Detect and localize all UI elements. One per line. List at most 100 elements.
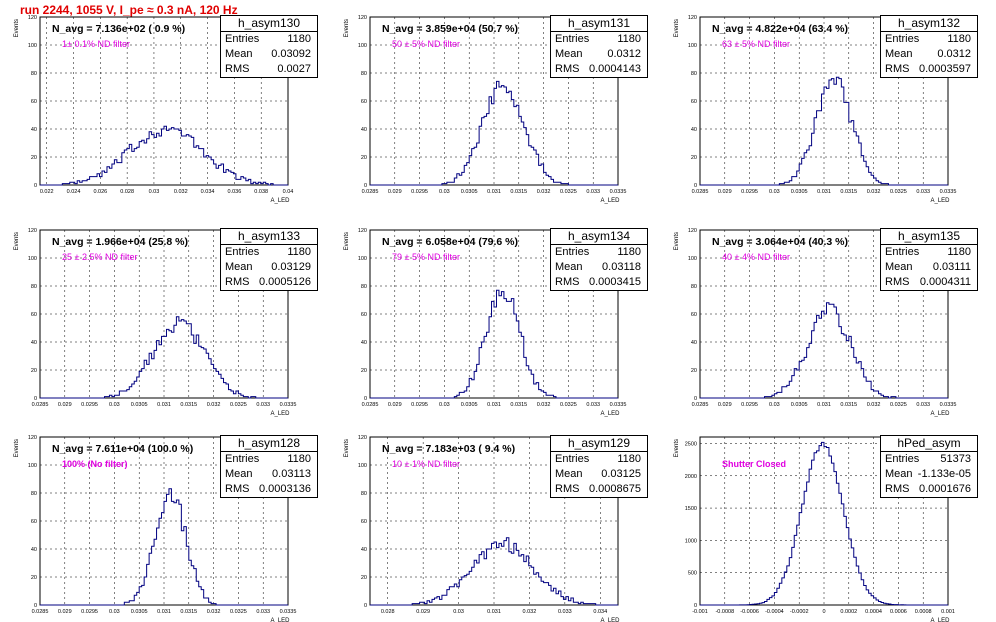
stats-key: Entries: [885, 246, 920, 258]
histogram-line: [40, 488, 288, 606]
stats-key: RMS: [555, 63, 580, 75]
histogram-name: h_asym129: [551, 436, 647, 452]
y-tick-label: 100: [358, 256, 367, 262]
x-tick-label: 0.0315: [510, 189, 527, 195]
x-tick-label: 0.03: [149, 189, 160, 195]
y-tick-label: 0: [694, 396, 697, 402]
x-tick-label: 0.0315: [840, 402, 857, 408]
y-tick-label: 40: [691, 340, 697, 346]
x-tick-label: 0.0305: [131, 609, 148, 615]
stats-value: 0.03125: [601, 468, 641, 480]
x-tick-label: 0.0335: [940, 402, 957, 408]
y-tick-label: 60: [361, 519, 367, 525]
stats-row-mean: Mean 0.03111: [881, 260, 977, 275]
stats-row-mean: Mean -1.133e-05: [881, 467, 977, 482]
filter-annotation: 50 ± 5% ND filter: [392, 39, 460, 49]
histogram-line: [40, 316, 288, 399]
stats-row-rms: RMS 0.0005126: [221, 275, 317, 290]
x-tick-label: 0.033: [916, 189, 930, 195]
stats-value: 0.03113: [272, 468, 311, 480]
y-tick-label: 120: [28, 435, 37, 441]
navg-label: N_avg = 7.611e+04 (100.0 %): [52, 443, 193, 455]
y-tick-label: 1000: [685, 538, 697, 544]
y-tick-label: 100: [688, 43, 697, 49]
y-tick-label: 500: [688, 571, 697, 577]
stats-box: h_asym134 Entries 1180 Mean 0.03118 RMS 0.0003…: [550, 228, 648, 291]
x-axis-title: A_LED: [270, 198, 290, 204]
histogram-name: h_asym128: [221, 436, 317, 452]
y-axis-title: Events: [674, 19, 680, 37]
stats-value: 0.0003415: [589, 276, 641, 288]
x-tick-label: 0.031: [487, 402, 501, 408]
x-tick-label: 0.0315: [510, 402, 527, 408]
stats-box: h_asym135 Entries 1180 Mean 0.03111 RMS 0.0004…: [880, 228, 978, 291]
filter-annotation: 100% (No filter): [62, 459, 128, 469]
stats-key: Entries: [885, 33, 920, 45]
x-tick-label: 0.024: [67, 189, 81, 195]
histogram-pad-h_asym128: 0 20 40 60 80 100 120 0.0285 0.029 0.0295 0.03 0.03…: [14, 435, 296, 622]
stats-key: RMS: [555, 276, 580, 288]
y-tick-label: 1500: [685, 506, 697, 512]
stats-key: Entries: [225, 246, 260, 258]
y-tick-label: 40: [691, 127, 697, 133]
y-tick-label: 80: [361, 491, 367, 497]
y-tick-label: 0: [364, 183, 367, 189]
y-tick-label: 80: [31, 71, 37, 77]
x-tick-label: 0.0285: [362, 189, 379, 195]
x-tick-label: 0.032: [174, 189, 188, 195]
y-tick-label: 40: [31, 127, 37, 133]
stats-key: Entries: [555, 246, 590, 258]
stats-value: 0.0001676: [919, 483, 971, 495]
x-tick-label: 0.0335: [610, 189, 627, 195]
y-tick-label: 0: [694, 183, 697, 189]
stats-row-mean: Mean 0.03113: [221, 467, 317, 482]
x-tick-label: 0.0004: [865, 609, 882, 615]
histogram-name: h_asym134: [551, 229, 647, 245]
x-tick-label: -0.0006: [740, 609, 759, 615]
stats-key: RMS: [885, 63, 910, 75]
y-tick-label: 100: [28, 43, 37, 49]
y-tick-label: 120: [28, 228, 37, 234]
x-tick-label: 0.0315: [180, 609, 197, 615]
plot-frame: [369, 436, 619, 606]
x-tick-label: 0.0305: [791, 189, 808, 195]
x-tick-label: 0.036: [227, 189, 241, 195]
x-tick-label: 0.031: [487, 609, 501, 615]
x-tick-label: 0.033: [586, 189, 600, 195]
stats-key: Mean: [885, 468, 913, 480]
stats-row-rms: RMS 0.0003415: [551, 275, 647, 290]
x-tick-label: 0.0295: [411, 402, 428, 408]
filter-annotation: Shutter Closed: [722, 459, 786, 469]
histogram-pad-h_asym134: 0 20 40 60 80 100 120 0.0285 0.029 0.0295 0.03 0.03…: [344, 228, 626, 417]
stats-key: Entries: [555, 33, 590, 45]
x-axis-title: A_LED: [600, 411, 620, 417]
stats-box: h_asym132 Entries 1180 Mean 0.0312 RMS 0.00035…: [880, 15, 978, 78]
plot-frame: [39, 436, 289, 606]
stats-box: h_asym129 Entries 1180 Mean 0.03125 RMS 0.0008…: [550, 435, 648, 498]
x-tick-label: 0.0008: [915, 609, 932, 615]
y-tick-label: 40: [31, 547, 37, 553]
y-tick-label: 60: [361, 99, 367, 105]
x-axis-title: A_LED: [600, 618, 620, 622]
x-tick-label: 0.03: [453, 609, 464, 615]
stats-box: h_asym130 Entries 1180 Mean 0.03092 RMS 0.0027: [220, 15, 318, 78]
histogram-line: [700, 76, 948, 186]
x-tick-label: 0.033: [256, 402, 270, 408]
stats-key: RMS: [225, 483, 250, 495]
x-axis-title: A_LED: [270, 618, 290, 622]
y-axis-title: Events: [674, 232, 680, 250]
stats-row-mean: Mean 0.0312: [551, 47, 647, 62]
x-tick-label: 0.0002: [840, 609, 857, 615]
x-tick-label: -0.001: [692, 609, 708, 615]
stats-value: 0.0005126: [259, 276, 311, 288]
y-tick-label: 0: [34, 396, 37, 402]
stats-value: 0.0008675: [589, 483, 641, 495]
histogram-name: h_asym131: [551, 16, 647, 32]
stats-row-entries: Entries 1180: [221, 32, 317, 47]
y-axis-title: Events: [14, 19, 20, 37]
stats-value: 1180: [617, 453, 641, 465]
stats-row-rms: RMS 0.0004311: [881, 275, 977, 290]
y-tick-label: 120: [358, 228, 367, 234]
x-tick-label: 0.029: [416, 609, 430, 615]
x-tick-label: 0.031: [817, 189, 831, 195]
